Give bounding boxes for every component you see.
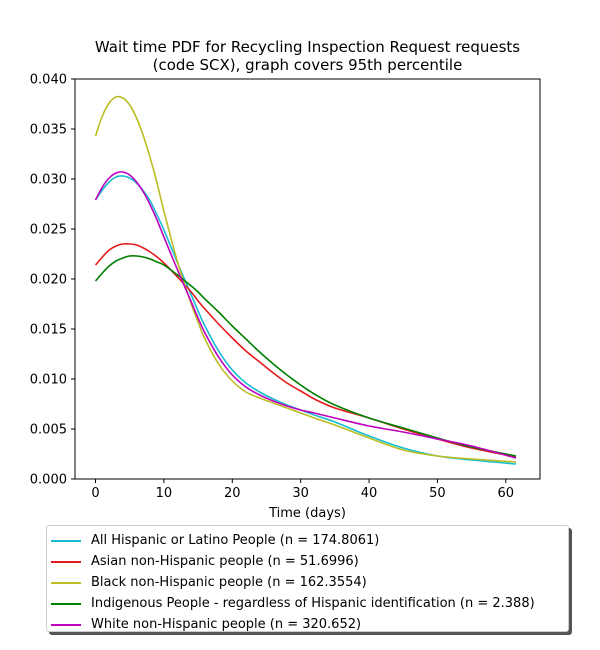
y-tick-label: 0.025 [30, 223, 67, 238]
legend-label: Indigenous People - regardless of Hispan… [91, 596, 535, 611]
legend-label: Black non-Hispanic people (n = 162.3554) [91, 575, 367, 590]
series-line-3 [94, 255, 517, 457]
legend-swatch [51, 581, 81, 584]
chart-title-line-1: Wait time PDF for Recycling Inspection R… [94, 38, 521, 56]
x-tick-label: 20 [224, 486, 241, 501]
x-tick-label: 60 [498, 486, 515, 501]
legend-item: All Hispanic or Latino People (n = 174.8… [47, 530, 568, 551]
legend-label: Asian non-Hispanic people (n = 51.6996) [91, 554, 359, 569]
x-axis-label: Time (days) [269, 506, 346, 521]
y-tick-label: 0.005 [30, 423, 67, 438]
y-tick-label: 0.040 [30, 73, 67, 88]
y-tick-label: 0.035 [30, 123, 67, 138]
series-line-2 [94, 95, 517, 463]
chart-title-line-2: (code SCX), graph covers 95th percentile [152, 56, 463, 74]
legend: All Hispanic or Latino People (n = 174.8… [46, 525, 569, 632]
y-axis-ticks: 0.000 0.005 0.010 0.015 0.020 0.025 0.030 0.035… [30, 73, 75, 488]
legend-item: White non-Hispanic people (n = 320.652) [47, 614, 568, 635]
legend-item: Black non-Hispanic people (n = 162.3554) [47, 572, 568, 593]
series-line-4 [94, 171, 517, 459]
legend-item: Asian non-Hispanic people (n = 51.6996) [47, 551, 568, 572]
legend-swatch [51, 623, 81, 626]
y-tick-label: 0.010 [30, 373, 67, 388]
series-line-1 [94, 243, 517, 458]
x-tick-label: 40 [361, 486, 378, 501]
x-tick-label: 10 [156, 486, 173, 501]
x-axis-ticks: 0 10 20 30 40 50 60 [91, 479, 514, 501]
series-lines [94, 95, 517, 465]
x-tick-label: 50 [429, 486, 446, 501]
y-tick-label: 0.000 [30, 473, 67, 488]
x-tick-label: 0 [91, 486, 99, 501]
legend-swatch [51, 602, 81, 605]
legend-swatch [51, 560, 81, 563]
legend-item: Indigenous People - regardless of Hispan… [47, 593, 568, 614]
y-tick-label: 0.030 [30, 173, 67, 188]
legend-label: White non-Hispanic people (n = 320.652) [91, 617, 362, 632]
legend-swatch [51, 539, 81, 542]
y-tick-label: 0.020 [30, 273, 67, 288]
series-line-0 [94, 175, 517, 465]
y-tick-label: 0.015 [30, 323, 67, 338]
x-tick-label: 30 [292, 486, 309, 501]
legend-label: All Hispanic or Latino People (n = 174.8… [91, 533, 380, 548]
